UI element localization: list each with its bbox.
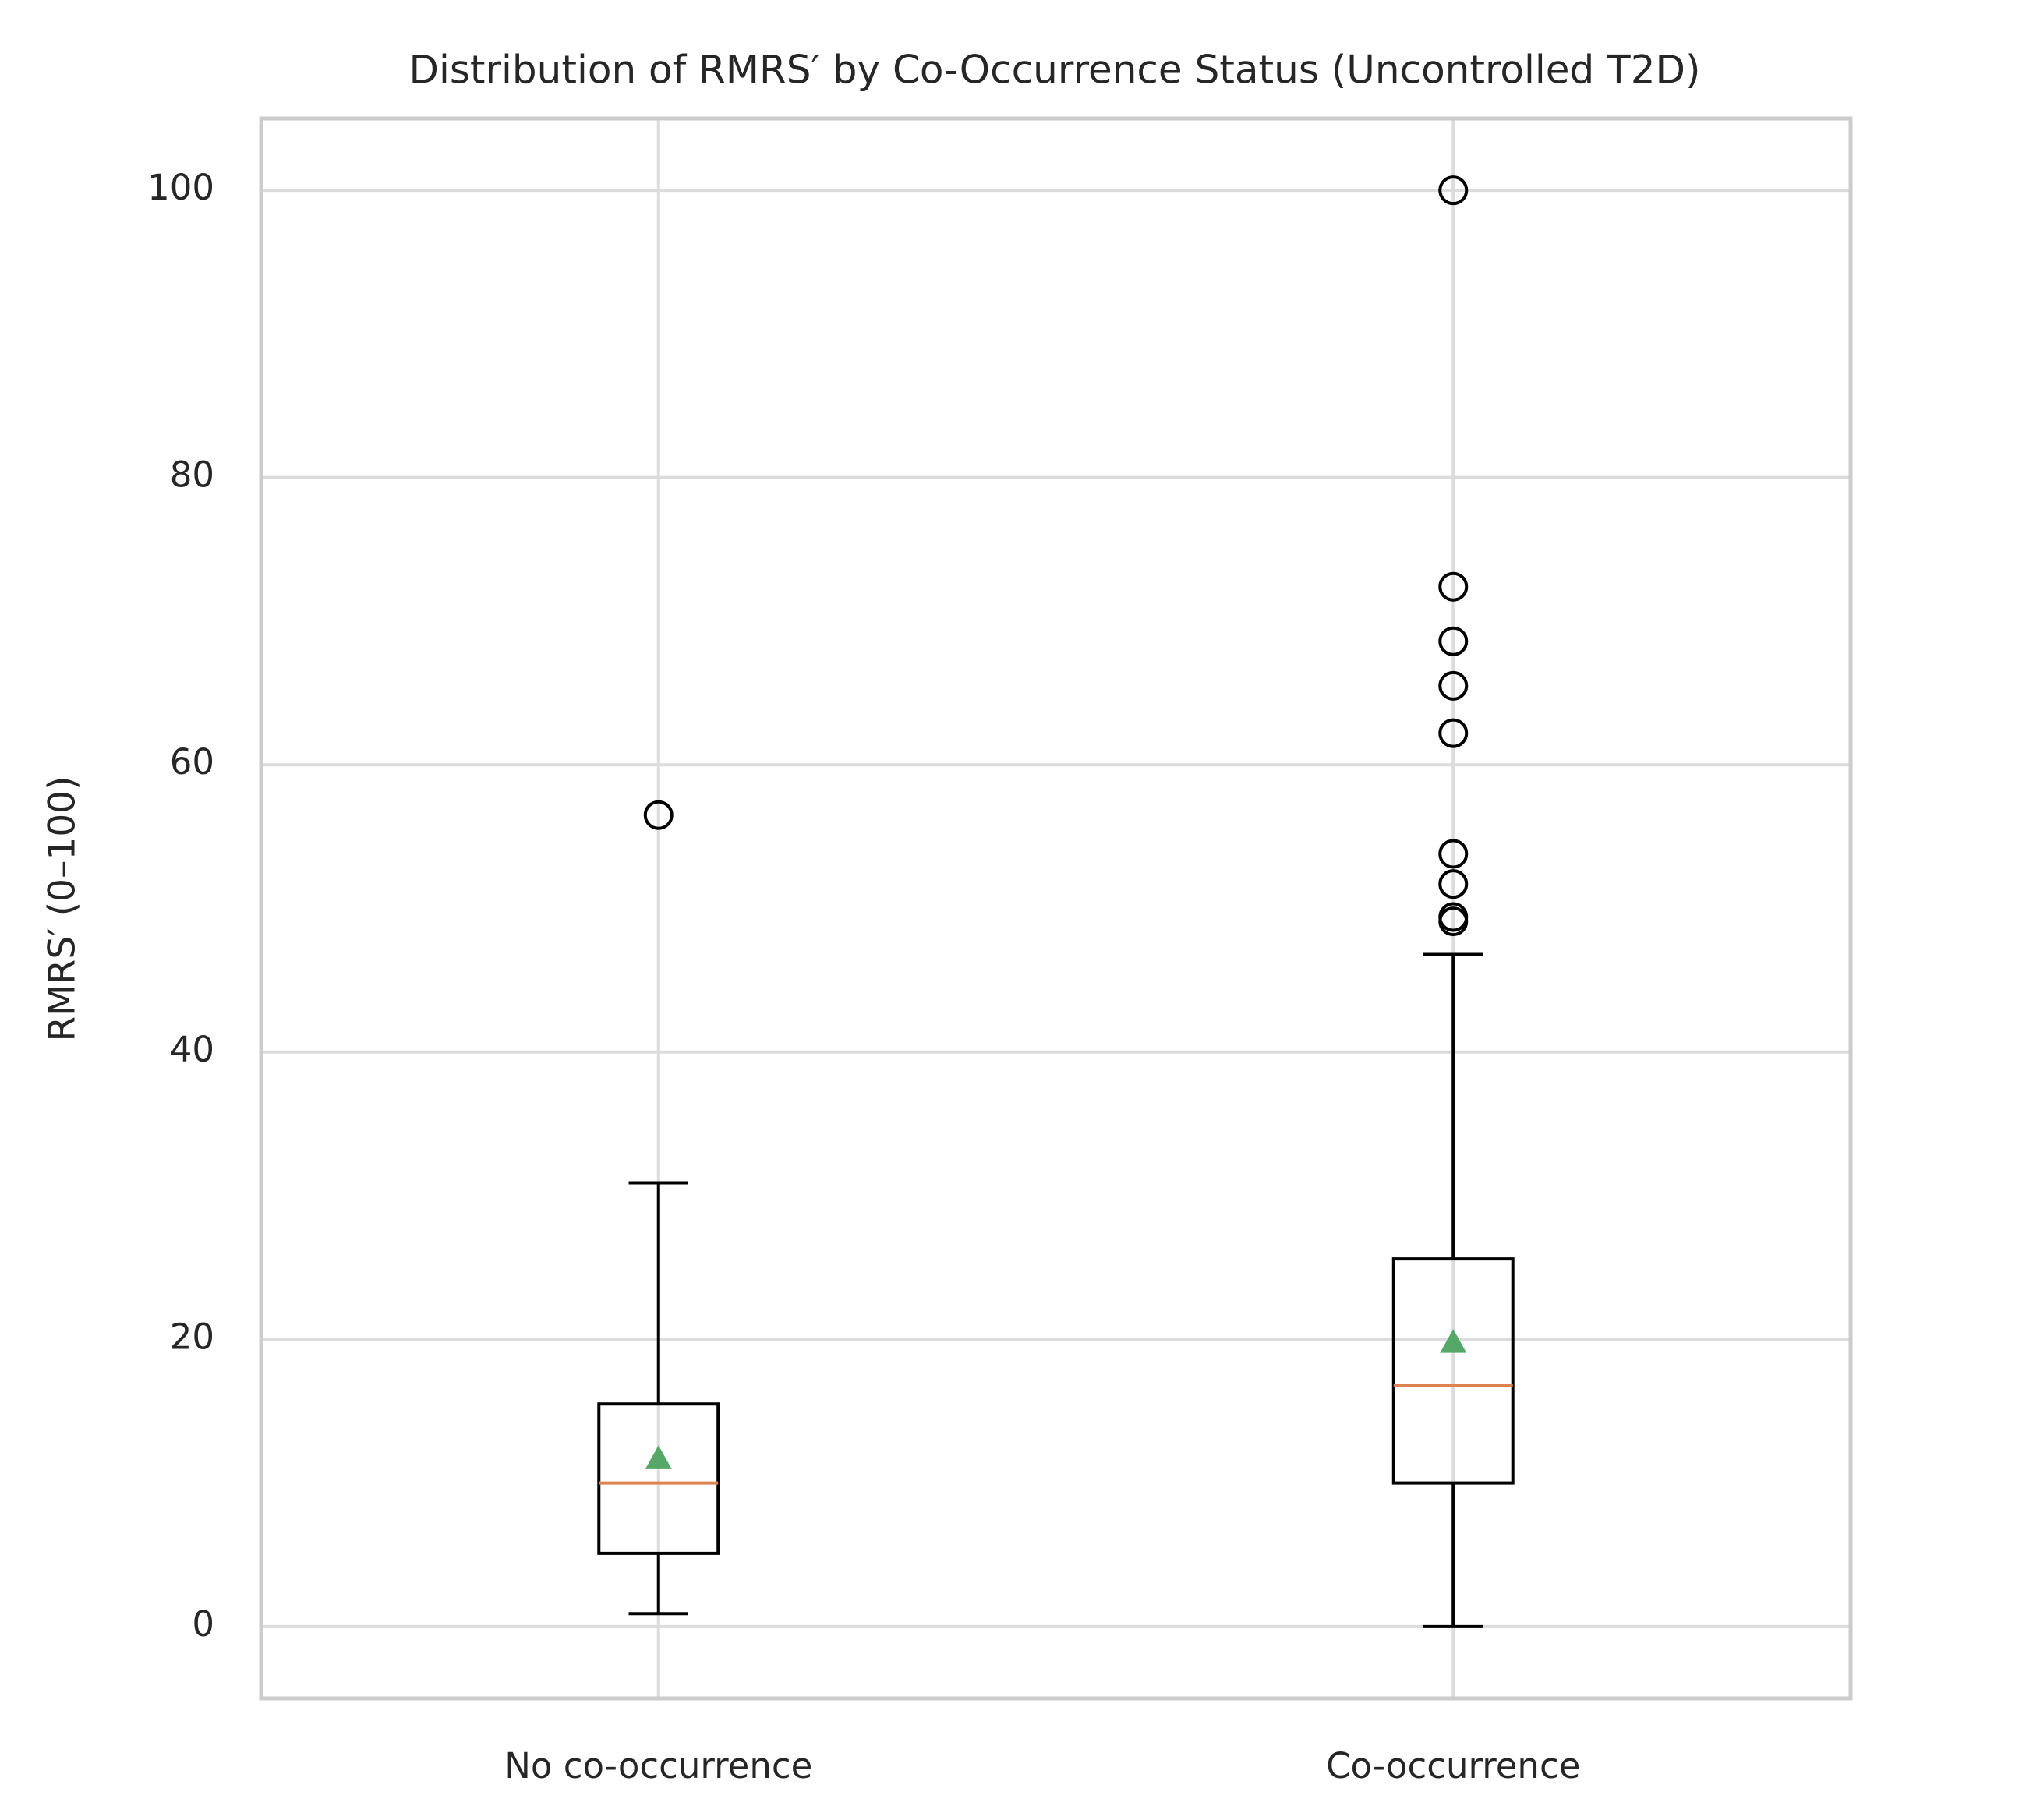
x-tick-label: No co-occurrence	[504, 1745, 812, 1786]
outlier	[1438, 869, 1469, 899]
y-tick-label: 80	[170, 454, 214, 496]
mean-marker	[645, 1445, 672, 1469]
y-axis-label: RMRS′ (0–100)	[41, 776, 84, 1041]
y-tick-label: 0	[192, 1603, 214, 1645]
y-tick-label: 60	[170, 741, 214, 783]
y-tick-label: 100	[147, 167, 214, 208]
plot-frame	[259, 116, 1853, 1701]
outlier	[1438, 626, 1469, 656]
y-tick-label: 20	[170, 1316, 214, 1357]
chart-title: Distribution of RMRS′ by Co-Occurrence S…	[408, 48, 1700, 93]
outlier	[1438, 906, 1469, 937]
box	[597, 1402, 720, 1555]
box	[1391, 1257, 1515, 1485]
x-tick-label: Co-occurrence	[1326, 1745, 1580, 1786]
outlier	[1438, 175, 1469, 206]
outlier	[1438, 571, 1469, 602]
y-tick-label: 40	[170, 1029, 214, 1070]
outlier	[1438, 718, 1469, 748]
outlier	[643, 800, 674, 830]
mean-marker	[1440, 1329, 1467, 1353]
outlier	[1438, 670, 1469, 701]
outlier	[1438, 839, 1469, 869]
